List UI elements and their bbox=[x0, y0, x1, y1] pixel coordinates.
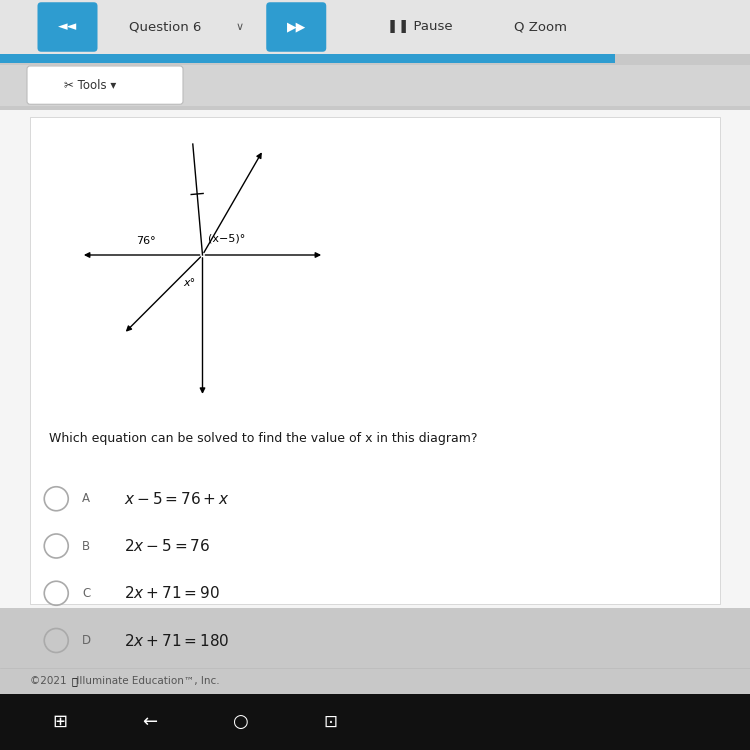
FancyBboxPatch shape bbox=[266, 2, 326, 52]
Text: ✂ Tools ▾: ✂ Tools ▾ bbox=[64, 79, 116, 92]
Text: ▶▶: ▶▶ bbox=[286, 20, 306, 34]
FancyBboxPatch shape bbox=[0, 0, 750, 694]
Text: B: B bbox=[82, 539, 90, 553]
Text: D: D bbox=[82, 634, 91, 647]
Text: ∨: ∨ bbox=[236, 22, 244, 32]
Text: x°: x° bbox=[183, 278, 195, 289]
FancyBboxPatch shape bbox=[0, 110, 750, 608]
FancyBboxPatch shape bbox=[27, 66, 183, 104]
Text: 76°: 76° bbox=[136, 236, 156, 247]
Text: 🍃: 🍃 bbox=[71, 676, 77, 686]
Text: A: A bbox=[82, 492, 90, 506]
Text: Q Zoom: Q Zoom bbox=[514, 20, 566, 34]
Text: ⊞: ⊞ bbox=[53, 712, 68, 730]
Text: $2x - 5 = 76$: $2x - 5 = 76$ bbox=[124, 538, 210, 554]
FancyBboxPatch shape bbox=[0, 64, 750, 106]
Text: ◄◄: ◄◄ bbox=[58, 20, 77, 34]
Text: C: C bbox=[82, 586, 90, 600]
FancyBboxPatch shape bbox=[0, 0, 750, 54]
Text: (x−5)°: (x−5)° bbox=[208, 233, 245, 244]
FancyBboxPatch shape bbox=[0, 694, 750, 750]
Text: ←: ← bbox=[142, 712, 158, 730]
Text: ○: ○ bbox=[232, 712, 248, 730]
FancyBboxPatch shape bbox=[30, 117, 720, 604]
Text: $x - 5 = 76 + x$: $x - 5 = 76 + x$ bbox=[124, 490, 230, 507]
FancyBboxPatch shape bbox=[38, 2, 98, 52]
Text: Question 6: Question 6 bbox=[129, 20, 201, 34]
Text: $2x + 71 = 90$: $2x + 71 = 90$ bbox=[124, 585, 220, 602]
Text: ❚❚ Pause: ❚❚ Pause bbox=[387, 20, 453, 34]
Text: Which equation can be solved to find the value of x in this diagram?: Which equation can be solved to find the… bbox=[49, 432, 477, 445]
FancyBboxPatch shape bbox=[0, 54, 615, 63]
Text: ⊡: ⊡ bbox=[323, 712, 337, 730]
Text: $2x + 71 = 180$: $2x + 71 = 180$ bbox=[124, 632, 230, 649]
Text: ©2021   Illuminate Education™, Inc.: ©2021 Illuminate Education™, Inc. bbox=[30, 676, 220, 686]
